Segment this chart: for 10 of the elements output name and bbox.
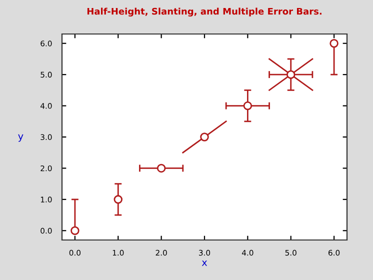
point — [200, 132, 209, 142]
point — [156, 164, 166, 173]
point — [114, 195, 123, 204]
point — [330, 38, 338, 48]
x-axis-title: x — [202, 260, 208, 266]
point — [286, 70, 296, 79]
point — [243, 101, 252, 110]
y-axis-title: y — [18, 134, 24, 142]
chart-title: Half-Height, Slanting, and Multiple Error Bars. — [87, 8, 322, 17]
point — [70, 226, 80, 236]
